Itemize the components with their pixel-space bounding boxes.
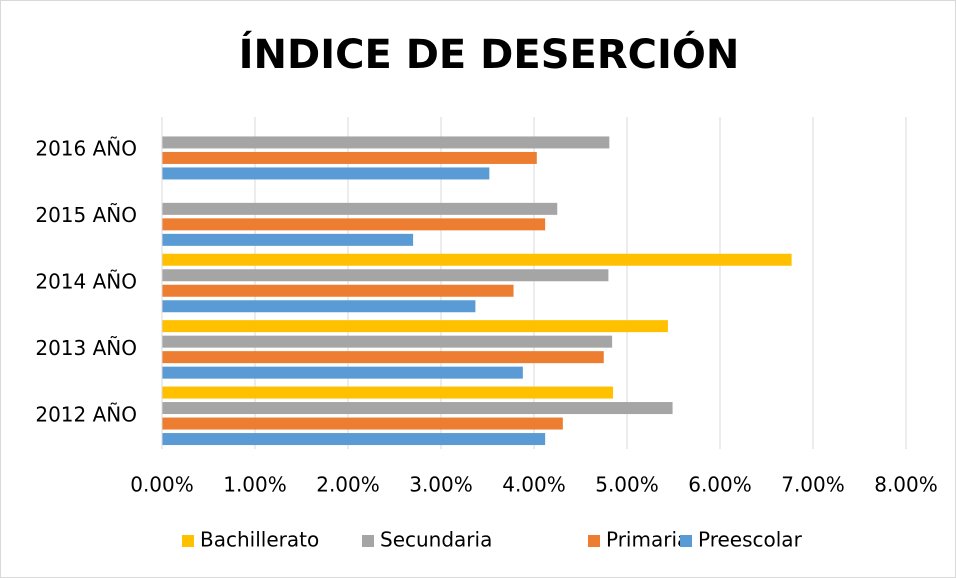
bar — [162, 335, 613, 348]
x-tick-label: 7.00% — [781, 473, 845, 497]
legend-swatch — [182, 535, 194, 547]
bar — [162, 136, 610, 149]
x-tick-label: 5.00% — [595, 473, 659, 497]
bar — [162, 417, 563, 430]
legend-label: Secundaria — [380, 528, 492, 552]
x-tick-label: 0.00% — [130, 473, 194, 497]
bar — [162, 167, 490, 180]
bar — [162, 218, 546, 231]
bar — [162, 233, 414, 246]
legend-swatch — [680, 535, 692, 547]
bar — [162, 151, 537, 164]
legend-label: Preescolar — [698, 528, 803, 552]
x-tick-label: 2.00% — [316, 473, 380, 497]
bar — [162, 300, 476, 313]
legend-swatch — [588, 535, 600, 547]
bar — [162, 269, 609, 282]
chart-title: ÍNDICE DE DESERCIÓN — [239, 30, 740, 78]
x-tick-label: 4.00% — [502, 473, 566, 497]
x-tick-label: 1.00% — [223, 473, 287, 497]
y-tick-label: 2015 AÑO — [35, 203, 137, 227]
legend-swatch — [362, 535, 374, 547]
x-tick-label: 8.00% — [874, 473, 938, 497]
bar — [162, 351, 604, 364]
y-tick-label: 2014 AÑO — [35, 270, 137, 294]
bar — [162, 386, 614, 399]
y-tick-label: 2013 AÑO — [35, 336, 137, 360]
bar — [162, 366, 523, 379]
bar — [162, 284, 514, 297]
bar — [162, 202, 558, 215]
bar — [162, 253, 792, 266]
y-tick-label: 2012 AÑO — [35, 402, 137, 426]
legend-label: Primaria — [606, 528, 689, 552]
bar — [162, 402, 673, 415]
legend-label: Bachillerato — [200, 528, 319, 552]
x-tick-label: 6.00% — [688, 473, 752, 497]
bar — [162, 433, 546, 446]
y-tick-label: 2016 AÑO — [35, 137, 137, 161]
bar — [162, 320, 668, 333]
x-tick-label: 3.00% — [409, 473, 473, 497]
